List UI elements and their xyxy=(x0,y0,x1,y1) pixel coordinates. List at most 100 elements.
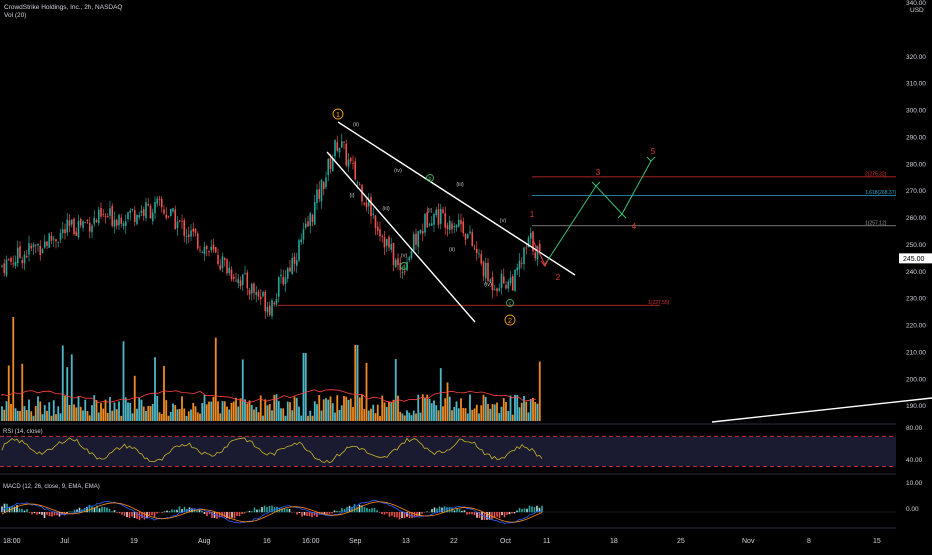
volume-bar xyxy=(242,359,244,421)
candle-body xyxy=(503,277,505,284)
candle-body xyxy=(519,261,521,270)
macd-histogram-bar xyxy=(74,510,76,513)
macd-histogram-bar xyxy=(421,512,423,514)
time-tick: Sep xyxy=(349,538,362,545)
macd-histogram-bar xyxy=(241,512,243,514)
volume-bar xyxy=(489,409,491,421)
macd-tick: 10.00 xyxy=(906,480,923,487)
volume-bar xyxy=(444,398,446,421)
candle-body xyxy=(215,247,217,253)
wave-label-minor: (i) xyxy=(428,208,433,214)
candle-body xyxy=(289,268,291,272)
volume-bar xyxy=(465,408,467,421)
volume-bar xyxy=(309,411,311,421)
volume-bar xyxy=(197,412,199,421)
candle-body xyxy=(339,148,341,153)
candle-body xyxy=(91,226,93,233)
macd-histogram-bar xyxy=(46,512,48,515)
volume-bar xyxy=(138,398,140,421)
macd-histogram-bar xyxy=(139,512,141,520)
volume-bar xyxy=(201,403,203,421)
price-tick: 220.00 xyxy=(906,323,926,330)
volume-bar xyxy=(251,405,253,421)
volume-bar xyxy=(84,400,86,421)
time-tick: 11 xyxy=(543,538,550,545)
candle-body xyxy=(258,292,260,297)
volume-bar xyxy=(53,400,55,421)
candle-body xyxy=(96,220,98,222)
volume-bar xyxy=(89,415,91,421)
candle-body xyxy=(379,229,381,236)
volume-bar xyxy=(143,407,145,421)
volume-bar xyxy=(467,413,469,421)
volume-bar xyxy=(51,416,53,421)
volume-bar xyxy=(17,411,19,421)
volume-bar xyxy=(267,405,269,421)
candle-body xyxy=(71,220,73,225)
volume-bar xyxy=(111,411,113,421)
candle-body xyxy=(260,297,262,299)
volume-bar xyxy=(179,409,181,421)
volume-bar xyxy=(33,416,35,421)
candle-body xyxy=(440,209,442,224)
volume-bar xyxy=(145,411,147,421)
volume-bar xyxy=(460,398,462,421)
candle-body xyxy=(188,234,190,236)
candle-body xyxy=(267,307,269,312)
candle-body xyxy=(1,266,3,267)
macd-histogram-bar xyxy=(134,512,136,518)
candle-body xyxy=(291,258,293,274)
volume-bar xyxy=(399,412,401,421)
candle-body xyxy=(48,234,50,248)
projection-wave-label: 2 xyxy=(556,273,561,282)
time-tick: Jul xyxy=(60,538,69,545)
macd-histogram-bar xyxy=(149,512,151,515)
candle-body xyxy=(235,281,237,282)
volume-bar xyxy=(226,407,228,421)
candle-body xyxy=(336,142,338,150)
volume-bar xyxy=(298,407,300,421)
price-tick: 270.00 xyxy=(906,188,926,195)
volume-bar xyxy=(521,403,523,421)
macd-histogram-bar xyxy=(239,512,241,516)
macd-histogram-bar xyxy=(169,511,171,512)
candle-body xyxy=(100,208,102,217)
candle-body xyxy=(377,227,379,231)
volume-bar xyxy=(368,411,370,421)
volume-bar xyxy=(321,411,323,421)
candle-body xyxy=(278,277,280,297)
macd-histogram-bar xyxy=(264,506,266,513)
candle-body xyxy=(305,224,307,228)
volume-bar xyxy=(372,405,374,421)
volume-bar xyxy=(327,400,329,421)
volume-bar xyxy=(123,341,125,421)
macd-histogram-bar xyxy=(441,508,443,513)
candle-body xyxy=(64,229,66,233)
candle-body xyxy=(195,229,197,233)
volume-bar xyxy=(195,406,197,421)
candle-body xyxy=(233,277,235,279)
macd-histogram-bar xyxy=(334,510,336,512)
macd-histogram-bar xyxy=(271,506,273,513)
macd-histogram-bar xyxy=(251,511,253,512)
macd-histogram-bar xyxy=(99,508,101,512)
macd-histogram-bar xyxy=(381,512,383,514)
candle-body xyxy=(129,210,131,212)
volume-bar xyxy=(129,403,131,421)
volume-bar xyxy=(285,416,287,421)
candle-body xyxy=(397,258,399,265)
volume-bar xyxy=(210,402,212,421)
macd-histogram-bar xyxy=(519,508,521,512)
candle-body xyxy=(516,267,518,270)
macd-histogram-bar xyxy=(44,512,46,518)
macd-histogram-bar xyxy=(51,512,53,517)
volume-bar xyxy=(219,413,221,421)
volume-bar xyxy=(15,408,17,421)
candle-body xyxy=(370,197,372,216)
volume-bar xyxy=(125,397,127,421)
time-tick: 25 xyxy=(677,538,685,545)
volume-bar xyxy=(323,399,325,421)
